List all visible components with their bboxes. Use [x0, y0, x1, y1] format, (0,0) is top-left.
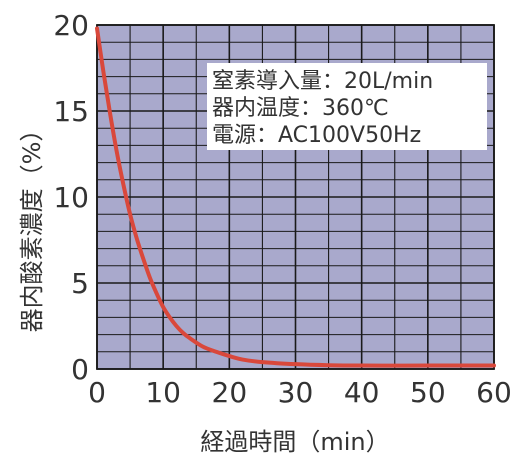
y-tick-label: 15: [53, 95, 89, 128]
x-tick-label: 40: [344, 376, 380, 409]
series-layer: [95, 26, 496, 368]
y-tick-label: 10: [53, 181, 89, 214]
x-tick-label: 30: [278, 376, 314, 409]
y-tick-label: 0: [71, 353, 89, 386]
note-box: [207, 63, 487, 150]
y-tick-label: 5: [71, 267, 89, 300]
x-tick-label: 50: [410, 376, 446, 409]
note-line-temperature: 器内温度：360℃: [212, 96, 389, 121]
condition-note: 窒素導入量：20L/min 器内温度：360℃ 電源：AC100V50Hz: [207, 63, 487, 150]
oxygen-series-line: [95, 26, 496, 368]
y-axis-ticks: 0 5 10 15 20: [53, 9, 89, 386]
plot-frame: [96, 24, 495, 370]
y-axis-title: 器内酸素濃度（%）: [18, 118, 46, 333]
x-axis-title: 経過時間（min）: [200, 428, 389, 456]
x-axis-ticks: 0 10 20 30 40 50 60: [88, 376, 512, 409]
x-tick-label: 0: [88, 376, 106, 409]
note-line-nitrogen: 窒素導入量：20L/min: [212, 69, 433, 94]
x-tick-label: 60: [476, 376, 512, 409]
x-tick-label: 20: [212, 376, 248, 409]
note-line-power: 電源：AC100V50Hz: [212, 123, 421, 148]
x-tick-label: 10: [145, 376, 181, 409]
y-tick-label: 20: [53, 9, 89, 42]
